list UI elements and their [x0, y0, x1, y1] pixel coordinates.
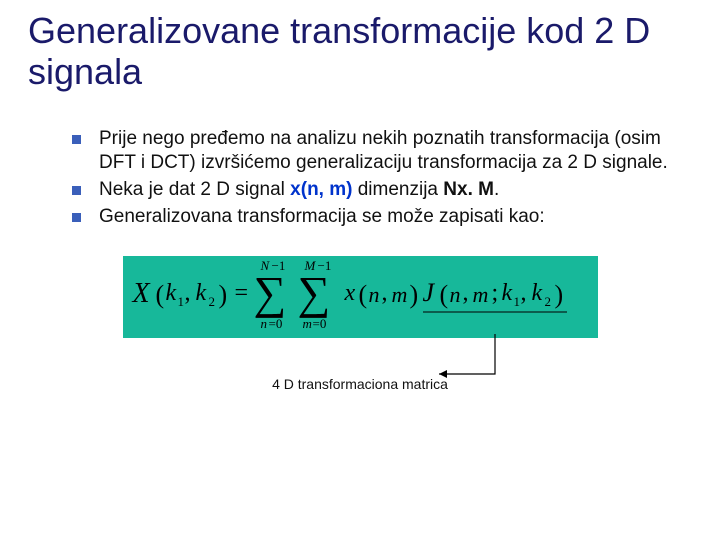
- formula-sub1: 1: [178, 294, 185, 310]
- sigma-icon: ∑: [298, 266, 331, 319]
- dimension-term: Nx. M: [443, 179, 494, 200]
- formula-m: m: [392, 282, 408, 308]
- formula-m: m: [473, 282, 489, 308]
- formula-k2: k: [196, 280, 207, 307]
- formula-comma: ,: [382, 280, 388, 307]
- formula-paren: ): [410, 280, 419, 310]
- bullet-fragment: Neka je dat 2 D signal: [99, 179, 290, 200]
- signal-term: x(n, m): [290, 179, 352, 200]
- formula-sub2: 2: [545, 294, 552, 310]
- bullet-marker-icon: [72, 213, 81, 222]
- formula-content: X ( k 1 , k 2 ) = N −1 ∑ n =0 M −1 ∑ m =…: [123, 256, 598, 338]
- bullet-fragment: dimenzija: [352, 179, 443, 200]
- formula-k2: k: [532, 280, 543, 307]
- formula-sum1-lower-eq: =0: [269, 316, 283, 332]
- formula-eq: =: [235, 280, 249, 307]
- formula-caption: 4 D transformaciona matrica: [123, 376, 598, 392]
- bullet-item: Prije nego pređemo na analizu nekih pozn…: [72, 127, 680, 176]
- formula-paren: (: [359, 280, 368, 310]
- bullet-text: Neka je dat 2 D signal x(n, m) dimenzija…: [99, 178, 499, 203]
- formula-J: J: [423, 278, 435, 308]
- formula-n: n: [450, 282, 461, 308]
- formula-x: x: [345, 280, 356, 307]
- formula-comma: ,: [521, 280, 527, 307]
- formula-paren: ): [555, 280, 564, 310]
- formula-paren: (: [156, 280, 165, 310]
- formula-semi: ;: [492, 280, 499, 307]
- formula-k1: k: [166, 280, 177, 307]
- formula-sum1-lower-var: n: [261, 316, 268, 332]
- bullet-text: Generalizovana transformacija se može za…: [99, 205, 545, 230]
- formula-comma: ,: [463, 280, 469, 307]
- slide-title: Generalizovane transformacije kod 2 D si…: [0, 0, 720, 111]
- formula-sub2: 2: [209, 294, 216, 310]
- bullet-text: Prije nego pređemo na analizu nekih pozn…: [99, 127, 680, 176]
- formula-k1: k: [502, 280, 513, 307]
- bullet-item: Neka je dat 2 D signal x(n, m) dimenzija…: [72, 178, 680, 203]
- formula-sub1: 1: [514, 294, 521, 310]
- formula-container: X ( k 1 , k 2 ) = N −1 ∑ n =0 M −1 ∑ m =…: [123, 256, 598, 392]
- bullet-fragment: .: [494, 179, 499, 200]
- formula-comma: ,: [185, 280, 191, 307]
- formula-paren: (: [440, 280, 449, 310]
- formula-box: X ( k 1 , k 2 ) = N −1 ∑ n =0 M −1 ∑ m =…: [123, 256, 598, 338]
- bullet-marker-icon: [72, 135, 81, 144]
- sigma-icon: ∑: [254, 266, 287, 319]
- formula-sum2-lower-eq: =0: [313, 316, 327, 332]
- bullet-marker-icon: [72, 186, 81, 195]
- bullet-item: Generalizovana transformacija se može za…: [72, 205, 680, 230]
- formula-paren: ): [219, 280, 228, 310]
- formula-X: X: [133, 278, 150, 310]
- bullet-list: Prije nego pređemo na analizu nekih pozn…: [0, 111, 720, 230]
- formula-sum2-lower-var: m: [303, 316, 312, 332]
- formula-n: n: [369, 282, 380, 308]
